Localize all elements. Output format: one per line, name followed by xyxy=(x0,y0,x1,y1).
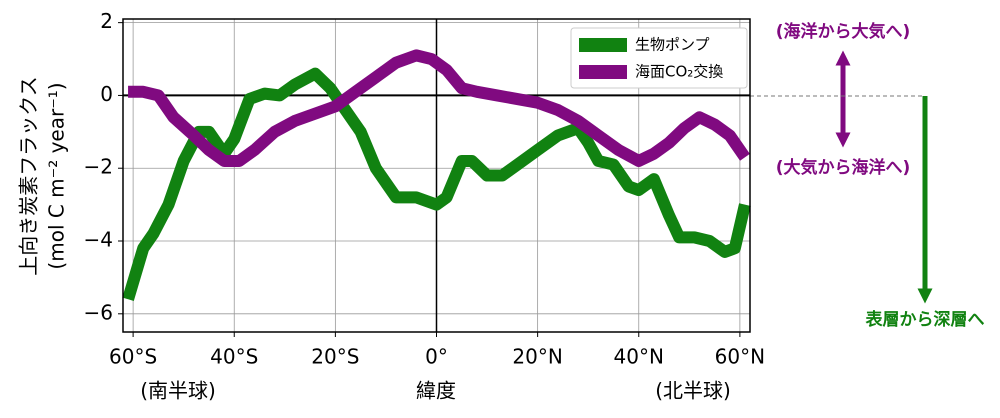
x-tick-label: 60°S xyxy=(109,345,157,369)
legend-label: 海面CO₂交換 xyxy=(635,63,723,81)
annotation: (南半球) xyxy=(140,379,216,403)
x-tick-label: 40°N xyxy=(614,345,664,369)
legend-swatch xyxy=(579,38,627,52)
y-tick-label: −6 xyxy=(84,300,113,324)
annotation: (海洋から大気へ) xyxy=(776,21,911,42)
x-tick-label: 60°N xyxy=(715,345,765,369)
x-tick-label: 0° xyxy=(425,345,448,369)
plot-frame xyxy=(122,18,751,333)
x-tick-label: 40°S xyxy=(210,345,258,369)
series-line xyxy=(128,49,750,167)
series-line xyxy=(122,67,751,301)
annotation: (北半球) xyxy=(655,379,731,403)
x-label: 緯度 xyxy=(416,379,456,403)
legend-label: 生物ポンプ xyxy=(635,36,710,54)
x-tick-label: 20°N xyxy=(512,345,562,369)
y-tick-label: 2 xyxy=(100,9,113,33)
y-label: (mol C m⁻² year⁻¹) xyxy=(45,82,69,269)
x-tick-label: 20°S xyxy=(311,345,359,369)
y-tick-label: −4 xyxy=(84,228,113,252)
y-tick-label: −2 xyxy=(84,155,113,179)
annotation: (大気から海洋へ) xyxy=(776,157,911,178)
legend-swatch xyxy=(579,65,627,79)
annotation: 表層から深層へ xyxy=(866,309,985,330)
y-tick-label: 0 xyxy=(100,82,113,106)
y-label: 上向き炭素フラックス xyxy=(17,76,41,275)
